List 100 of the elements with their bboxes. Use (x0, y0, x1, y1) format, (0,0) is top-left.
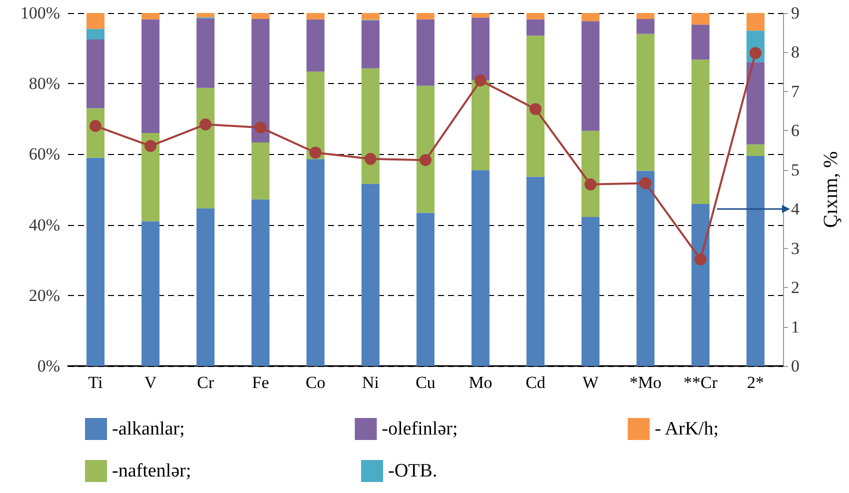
bar (582, 21, 600, 131)
bar (142, 19, 160, 134)
y-tick-label: 80% (28, 74, 60, 94)
bar (526, 36, 544, 177)
bar (86, 28, 104, 40)
y2-tick-label: 3 (791, 238, 800, 258)
bar (472, 13, 490, 18)
point (694, 253, 706, 266)
bar (526, 13, 544, 20)
bar (582, 13, 600, 22)
point (750, 47, 762, 60)
y2-tick-label: 8 (791, 42, 800, 62)
bar (746, 144, 764, 156)
bar (252, 142, 270, 200)
x-tick-label: W (582, 373, 600, 392)
x-tick-label: Cu (416, 373, 436, 392)
x-tick-label: Co (306, 373, 326, 392)
bar (362, 13, 380, 20)
legend-label: -olefinlər; (382, 418, 458, 440)
bar (306, 159, 324, 366)
bar (692, 24, 710, 60)
point (530, 103, 542, 116)
bar (252, 13, 270, 19)
bar (582, 130, 600, 218)
x-tick-label: V (144, 373, 158, 392)
point (144, 140, 156, 152)
y2-tick-label: 9 (791, 4, 800, 22)
x-tick-label: Mo (468, 373, 492, 392)
x-tick-label: Ni (362, 373, 380, 392)
bar (306, 13, 324, 20)
bar (692, 60, 710, 204)
bar (196, 88, 214, 208)
y-tick-label: 20% (28, 286, 60, 305)
y2-axis-title: Çıxım, % (820, 151, 842, 228)
bar (472, 80, 490, 170)
y2-tick-label: 5 (791, 160, 800, 180)
y-tick-label: 100% (20, 4, 60, 22)
bar (362, 20, 380, 68)
y-tick-label: 40% (28, 215, 60, 234)
bar (196, 18, 214, 88)
bar (86, 39, 104, 108)
bar (582, 217, 600, 366)
legend-label: -alkanlar; (112, 418, 185, 440)
point (90, 120, 102, 132)
point (640, 177, 652, 190)
y2-tick-label: 6 (791, 121, 800, 140)
bar (86, 13, 104, 29)
x-tick-label: **Cr (684, 373, 718, 392)
bar (416, 212, 434, 366)
y2-tick-label: 4 (791, 200, 800, 219)
point (474, 74, 486, 86)
bar (306, 72, 324, 160)
bar (416, 19, 434, 86)
point (310, 146, 322, 159)
bar (526, 176, 544, 366)
point (584, 178, 596, 190)
bar (362, 68, 380, 184)
y2-tick-label: 7 (791, 82, 800, 101)
bar (252, 19, 270, 143)
bar (416, 13, 434, 20)
bar (362, 184, 380, 366)
point (254, 122, 266, 134)
point (364, 152, 376, 165)
point (420, 154, 432, 166)
point (200, 118, 212, 130)
bar (746, 13, 764, 31)
bar (472, 170, 490, 366)
bar (196, 208, 214, 366)
bar (636, 13, 654, 19)
legend-label: -OTB. (388, 460, 438, 482)
bar (86, 158, 104, 366)
bar (196, 13, 214, 18)
legend-label: -naftenlər; (112, 460, 192, 482)
legend-label: - ArK/h; (654, 418, 719, 440)
y2-tick-label: 2 (791, 278, 800, 298)
bar (252, 199, 270, 366)
x-tick-label: Ti (88, 373, 104, 392)
bar (636, 34, 654, 171)
x-tick-label: Cr (197, 373, 214, 392)
bar (142, 133, 160, 222)
bar (746, 156, 764, 366)
x-tick-label: Fe (252, 373, 269, 392)
bar (526, 19, 544, 36)
bar (142, 221, 160, 366)
bar (306, 19, 324, 72)
bar (692, 13, 710, 25)
x-tick-label: Cd (526, 373, 546, 392)
y2-tick-label: 0 (791, 356, 800, 376)
bar (416, 86, 434, 213)
bar (472, 18, 490, 80)
bar (636, 170, 654, 366)
y-tick-label: 0% (37, 356, 60, 376)
y2-tick-label: 1 (791, 317, 800, 336)
x-tick-label: *Mo (629, 373, 662, 392)
bar (746, 62, 764, 144)
bar (692, 204, 710, 366)
x-tick-label: 2* (747, 373, 764, 392)
bar (142, 13, 160, 20)
bar (636, 19, 654, 34)
y-tick-label: 60% (28, 144, 60, 164)
